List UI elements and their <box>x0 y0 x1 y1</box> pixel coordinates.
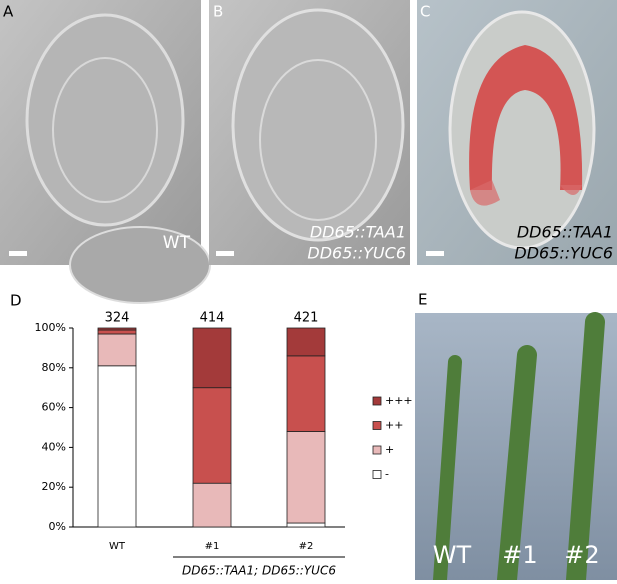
bar-segment <box>286 522 326 528</box>
photo-label: DD65::TAA1 <box>310 223 406 242</box>
y-tick-label: 0% <box>49 520 66 533</box>
x-tick-label: WT <box>109 541 126 552</box>
photo-e <box>415 312 617 584</box>
legend-label: - <box>385 468 389 481</box>
legend-label: +++ <box>385 394 413 407</box>
photo-label: WT <box>163 233 191 253</box>
photo-c <box>417 0 617 265</box>
legend-swatch <box>372 396 382 406</box>
top-label: 324 <box>105 311 130 326</box>
photo-label: WT <box>433 541 472 569</box>
photo-label: #2 <box>564 541 599 569</box>
panel-letter: D <box>10 292 22 310</box>
photo-label: DD65::YUC6 <box>307 244 406 263</box>
panel-letter: E <box>418 291 427 309</box>
y-tick-label: 80% <box>42 361 66 374</box>
photo-a <box>0 0 211 304</box>
legend-label: + <box>385 443 394 456</box>
photo-label: DD65::TAA1 <box>517 223 613 242</box>
bar-segment <box>97 365 137 528</box>
y-tick-label: 20% <box>42 480 66 493</box>
legend-label: ++ <box>385 419 403 432</box>
bar-segment <box>97 327 137 331</box>
bar-segment <box>286 431 326 524</box>
photo-label: DD65::YUC6 <box>514 244 613 263</box>
bar-segment <box>192 327 232 389</box>
top-label: 414 <box>200 311 225 326</box>
x-tick-label: #2 <box>299 541 314 552</box>
bar-segment <box>192 387 232 484</box>
panel-letter: C <box>420 3 430 21</box>
photo-label: #1 <box>502 541 537 569</box>
photo-b <box>209 0 410 265</box>
y-tick-label: 40% <box>42 440 66 453</box>
bar-segment <box>97 333 137 367</box>
group-label: DD65::TAA1; DD65::YUC6 <box>182 564 336 578</box>
panel-letter: A <box>3 3 14 21</box>
top-label: 421 <box>294 311 319 326</box>
y-tick-label: 60% <box>42 401 66 414</box>
legend-swatch <box>372 445 382 455</box>
x-tick-label: #1 <box>205 541 220 552</box>
bar-segment <box>286 327 326 357</box>
legend-swatch <box>372 470 382 479</box>
y-tick-label: 100% <box>35 321 66 334</box>
bar-segment <box>192 482 232 528</box>
panel-letter: B <box>213 3 223 21</box>
bar-segment <box>97 329 137 335</box>
bar-segment <box>286 355 326 432</box>
legend-swatch <box>372 421 382 430</box>
